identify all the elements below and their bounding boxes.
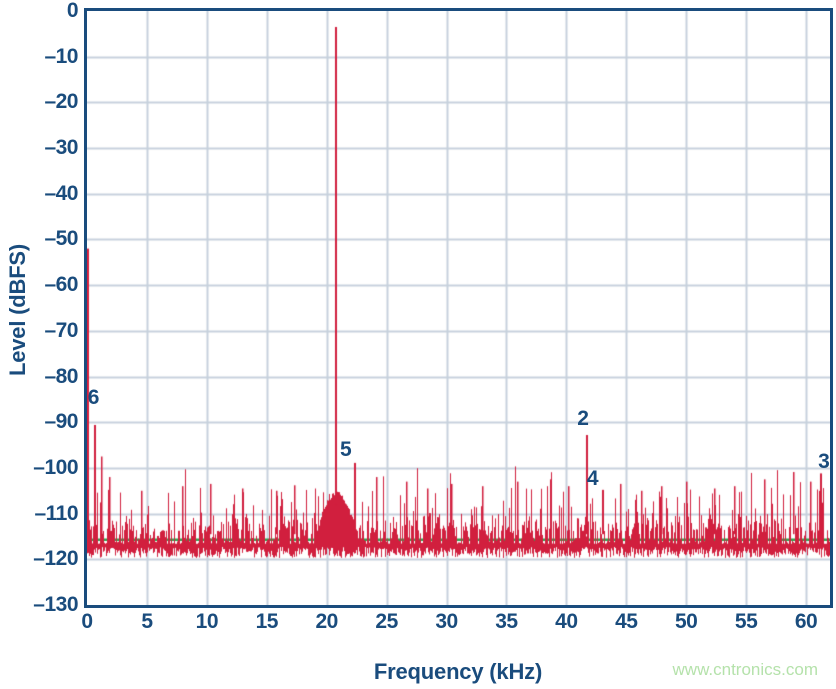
x-tick-label: 15 [255, 610, 279, 633]
y-tick-label: –50 [44, 227, 78, 251]
x-tick-label: 35 [495, 610, 518, 633]
y-tick-label: –60 [44, 273, 78, 297]
x-tick-label: 0 [81, 610, 93, 633]
harmonic-marker-2: 2 [577, 407, 589, 431]
y-tick-label: –10 [44, 44, 78, 68]
y-tick-label: –40 [44, 181, 78, 205]
y-tick-label: –90 [44, 410, 78, 434]
spectrum-plot-canvas [87, 11, 830, 605]
plot-area: 2 3 4 5 6 [84, 8, 833, 608]
y-tick-label: –110 [34, 501, 78, 525]
x-tick-label: 10 [195, 610, 219, 633]
harmonic-marker-3: 3 [818, 450, 830, 474]
harmonic-marker-5: 5 [340, 437, 352, 461]
y-tick-label: –70 [44, 318, 78, 342]
y-tick-label: –100 [33, 455, 78, 479]
x-tick-label: 5 [141, 610, 153, 633]
y-tick-label: 0 [66, 0, 79, 22]
y-tick-label: –20 [44, 90, 78, 114]
y-tick-label: –30 [44, 136, 78, 160]
x-axis-title: Frequency (kHz) [373, 659, 543, 684]
x-tick-label: 55 [734, 610, 758, 633]
x-tick-label: 40 [555, 610, 578, 633]
watermark-text: www.cntronics.com [672, 660, 818, 679]
x-tick-label: 20 [315, 610, 338, 633]
x-tick-label: 45 [615, 610, 638, 633]
x-tick-label: 25 [375, 610, 398, 633]
y-tick-label: –120 [33, 547, 78, 571]
harmonic-marker-4: 4 [586, 467, 599, 491]
y-tick-label: –130 [33, 593, 78, 616]
x-tick-label: 50 [675, 610, 698, 633]
x-tick-label: 30 [435, 610, 458, 633]
harmonic-marker-6: 6 [87, 385, 100, 409]
y-tick-label: –80 [44, 364, 78, 388]
x-tick-label: 60 [794, 610, 818, 633]
